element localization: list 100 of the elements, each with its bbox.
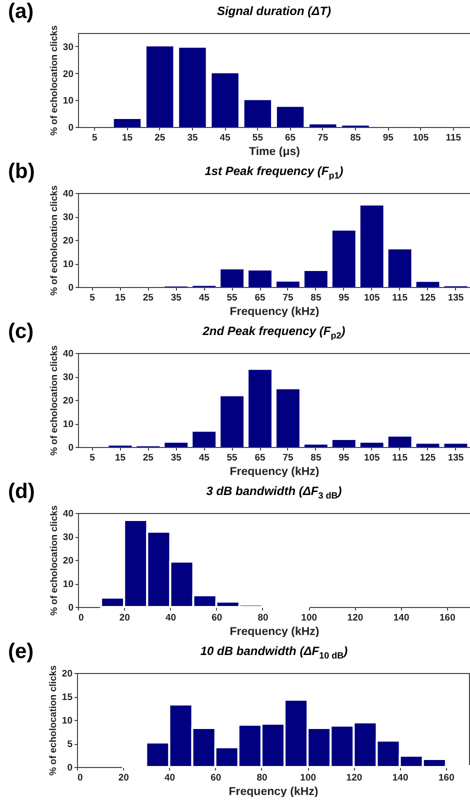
x-tick-label: 5 (90, 292, 96, 304)
y-tick-label: 40 (62, 508, 74, 520)
chart-title: 2nd Peak frequency (F$_{p2}$) (202, 323, 346, 342)
text: (a) (8, 0, 34, 24)
x-tick-label: 115 (446, 132, 462, 144)
x-tick-label: 40 (165, 612, 176, 624)
y-tick-label: 10 (62, 419, 74, 430)
y-tick-label: 15 (62, 692, 74, 703)
x-tick-label: 120 (347, 612, 364, 624)
x-tick-label: 0 (78, 772, 83, 784)
bar (332, 230, 356, 287)
y-tick-label: 40 (62, 348, 74, 360)
x-tick-label: 95 (338, 452, 350, 464)
x-tick-label: 55 (226, 292, 238, 304)
y-tick-label: 0 (68, 602, 74, 614)
x-tick-label: 95 (382, 132, 394, 144)
y-tick-label: 30 (62, 212, 74, 223)
y-axis-title: % of echolocation clicks (48, 345, 60, 456)
y-tick-label: 20 (62, 396, 74, 406)
y-tick-label: 40 (62, 188, 74, 200)
x-tick-label: 120 (346, 772, 362, 784)
x-tick-label: 65 (285, 132, 296, 144)
y-axis-title: % of echolocation clicks (48, 25, 60, 136)
bar (179, 48, 206, 127)
y-tick-label: 30 (62, 532, 74, 543)
bar (304, 271, 328, 287)
y-tick-label: 10 (62, 259, 74, 270)
y-tick-label: 20 (62, 668, 72, 680)
x-tick-label: 25 (142, 452, 154, 464)
x-tick-label: 105 (364, 452, 380, 464)
x-tick-label: 35 (187, 132, 198, 144)
x-tick-label: 15 (114, 452, 126, 464)
bar (192, 432, 216, 447)
bar (310, 124, 336, 127)
x-tick-label: 65 (254, 292, 266, 304)
x-tick-label: 15 (114, 292, 126, 304)
y-tick-label: 20 (62, 68, 74, 80)
bar (146, 46, 174, 127)
x-tick-label: 5 (90, 452, 96, 464)
chart-title: 1st Peak frequency (F$_{p1}$) (204, 163, 344, 182)
x-tick-label: 45 (198, 292, 210, 304)
x-tick-label: 125 (420, 292, 436, 304)
x-tick-label: 60 (210, 772, 222, 784)
x-tick-label: 105 (364, 292, 380, 304)
bar (212, 73, 238, 127)
x-tick-label: 35 (170, 452, 182, 464)
y-tick-label: 0 (68, 442, 74, 454)
x-tick-label: 100 (300, 772, 316, 784)
x-tick-label: 160 (440, 612, 456, 624)
chart-title: Signal duration (ΔT) (216, 3, 332, 19)
chart-title: 3 dB bandwidth (ΔF$_{3 dB}$) (205, 483, 343, 502)
chart-title: 10 dB bandwidth (ΔF$_{10 dB}$) (199, 643, 349, 662)
y-tick-label: 0 (67, 762, 72, 774)
x-tick-label: 45 (220, 132, 232, 144)
text: (c) (8, 320, 34, 344)
bar (388, 436, 412, 447)
y-tick-label: 0 (68, 122, 74, 134)
bar (164, 442, 188, 447)
bar (248, 270, 272, 287)
text: (b) (8, 160, 35, 184)
bar (276, 282, 300, 287)
y-tick-label: 30 (62, 372, 74, 383)
x-tick-label: 20 (118, 772, 129, 784)
x-tick-label: 115 (392, 452, 408, 464)
bar (276, 389, 300, 447)
x-tick-label: 25 (154, 132, 166, 144)
bar (360, 442, 384, 447)
x-tick-label: 65 (254, 452, 266, 464)
x-tick-label: 55 (252, 132, 264, 144)
x-tick-label: 95 (338, 292, 350, 304)
bar (114, 118, 141, 127)
y-tick-label: 10 (62, 716, 72, 726)
y-tick-label: 10 (62, 96, 74, 107)
x-tick-label: 100 (301, 612, 318, 624)
x-tick-label: 55 (226, 452, 238, 464)
y-tick-label: 30 (62, 42, 74, 53)
y-tick-label: 0 (68, 282, 74, 294)
y-tick-label: 5 (67, 739, 74, 750)
x-tick-label: 60 (212, 612, 222, 624)
x-tick-label: 45 (198, 452, 210, 464)
x-tick-label: 75 (282, 292, 294, 304)
bar (276, 106, 304, 127)
bar (220, 396, 244, 447)
y-axis-title: % of echolocation clicks (48, 185, 60, 296)
x-tick-label: 140 (393, 612, 410, 624)
text: (d) (8, 480, 35, 504)
bar (332, 440, 356, 447)
x-tick-label: 125 (420, 452, 436, 464)
x-tick-label: 160 (438, 772, 454, 784)
x-tick-label: 25 (142, 292, 154, 304)
y-tick-label: 20 (62, 236, 74, 246)
y-tick-label: 20 (62, 556, 74, 566)
x-tick-label: 85 (350, 132, 362, 144)
text: (e) (8, 640, 34, 664)
x-tick-label: 75 (282, 452, 294, 464)
x-tick-label: 15 (122, 132, 134, 144)
x-tick-label: 80 (256, 772, 268, 784)
bar (360, 205, 384, 287)
bar (444, 444, 468, 447)
x-tick-label: 0 (78, 612, 84, 624)
